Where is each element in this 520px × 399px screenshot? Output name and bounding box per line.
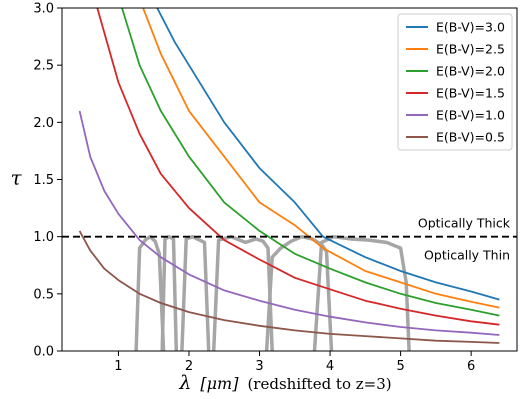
series-line-1	[156, 8, 500, 301]
legend-label-1: E(B-V)=3.0	[436, 20, 505, 35]
legend-label-4: E(B-V)=1.5	[436, 86, 505, 101]
filter-band-2	[160, 234, 179, 351]
legend-label-5: E(B-V)=1.0	[436, 108, 505, 123]
y-axis-label: τ	[10, 166, 22, 190]
y-tick-label: 3.0	[33, 2, 54, 17]
legend-label-6: E(B-V)=0.5	[436, 130, 505, 145]
filter-curves	[134, 234, 411, 351]
y-axis-ticks: 0.0 0.5 1.0 1.5 2.0 2.5 3.0	[33, 2, 62, 360]
x-axis-unit: [μm]	[200, 374, 239, 393]
optically-thick-label: Optically Thick	[418, 216, 511, 231]
y-tick-label: 1.0	[33, 230, 54, 245]
series-line-4	[96, 8, 500, 326]
x-axis-ticks: 1 2 3 4 5 6	[114, 351, 475, 374]
filter-band-3	[180, 234, 211, 351]
x-tick-label: 1	[114, 359, 122, 374]
series-line-5	[78, 110, 500, 336]
y-tick-label: 0.5	[33, 287, 54, 302]
filter-band-6	[312, 234, 411, 351]
filter-band-4	[211, 234, 274, 351]
x-axis-symbol: λ	[178, 372, 191, 394]
x-tick-label: 3	[255, 359, 263, 374]
x-tick-label: 6	[467, 359, 475, 374]
series-line-3	[121, 8, 500, 317]
x-tick-label: 2	[185, 359, 193, 374]
legend: E(B-V)=3.0 E(B-V)=2.5 E(B-V)=2.0 E(B-V)=1.5…	[397, 13, 513, 151]
optically-thin-label: Optically Thin	[424, 248, 510, 263]
series-line-6	[78, 230, 500, 344]
legend-label-2: E(B-V)=2.5	[436, 42, 505, 57]
y-tick-label: 1.5	[33, 173, 54, 188]
legend-label-3: E(B-V)=2.0	[436, 64, 505, 79]
x-tick-label: 5	[396, 359, 404, 374]
x-tick-label: 4	[326, 359, 334, 374]
y-tick-label: 0.0	[33, 345, 54, 360]
x-axis-note: (redshifted to z=3)	[247, 375, 391, 393]
y-tick-label: 2.5	[33, 59, 54, 74]
x-axis-label: λ [μm] (redshifted to z=3)	[178, 372, 391, 394]
y-tick-label: 2.0	[33, 116, 54, 131]
